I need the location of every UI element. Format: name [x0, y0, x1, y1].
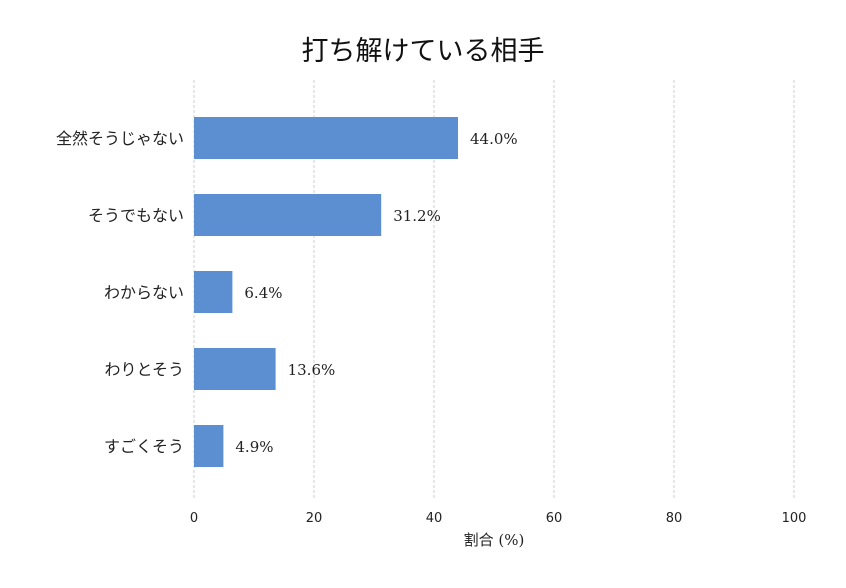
- category-label: 全然そうじゃない: [56, 129, 184, 148]
- x-tick-label: 40: [426, 511, 443, 526]
- value-label: 6.4%: [244, 284, 282, 302]
- x-tick-label: 20: [306, 511, 323, 526]
- bar: [194, 425, 224, 467]
- chart-title: 打ち解けている相手: [302, 36, 545, 67]
- category-label: そうでもない: [88, 206, 184, 225]
- value-label: 31.2%: [393, 207, 441, 225]
- x-tick-label: 60: [546, 511, 563, 526]
- value-label: 13.6%: [288, 361, 336, 379]
- x-tick-label: 100: [782, 511, 807, 526]
- bar: [194, 348, 276, 390]
- x-tick-label: 0: [190, 511, 198, 526]
- x-axis-label: 割合 (%): [464, 531, 525, 549]
- bar: [194, 194, 382, 236]
- value-label: 4.9%: [235, 438, 273, 456]
- value-labels: 44.0% 31.2% 6.4% 13.6% 4.9%: [235, 130, 517, 456]
- x-tick-labels: 0 20 40 60 80 100: [190, 511, 807, 526]
- category-label: わからない: [104, 283, 184, 302]
- category-label: すごくそう: [104, 437, 184, 456]
- category-label: わりとそう: [104, 360, 184, 379]
- bars: [194, 117, 458, 467]
- bar: [194, 271, 233, 313]
- value-label: 44.0%: [470, 130, 518, 148]
- x-tick-label: 80: [666, 511, 683, 526]
- bar: [194, 117, 458, 159]
